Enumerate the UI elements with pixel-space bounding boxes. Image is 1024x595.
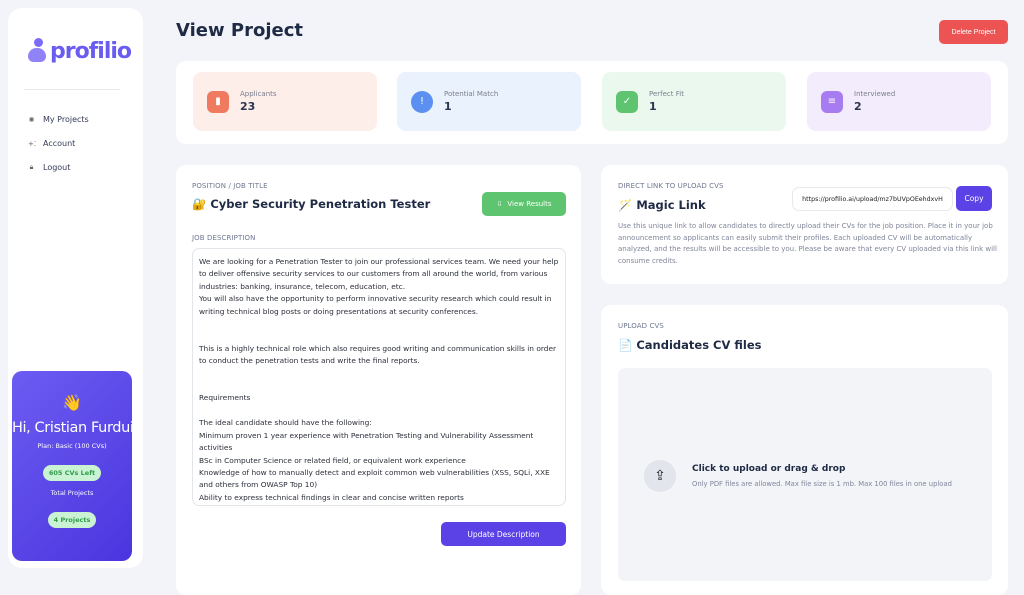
copy-button[interactable]: Copy — [956, 186, 992, 211]
magic-link-title: 🪄 Magic Link — [618, 198, 706, 212]
upload-title: 📄 Candidates CV files — [618, 338, 762, 352]
stat-potential-match[interactable]: ! Potential Match 1 — [397, 72, 581, 131]
check-icon: ✓ — [616, 90, 638, 113]
greeting: Hi, Cristian Furdui — [12, 420, 134, 436]
projects-badge: 4 Projects — [47, 512, 97, 528]
stat-label: Applicants — [240, 90, 277, 98]
stat-label: Interviewed — [854, 90, 896, 98]
view-results-button[interactable]: ⇩ View Results — [482, 192, 566, 216]
lock-key-icon: 🔐 — [192, 197, 207, 211]
update-description-button[interactable]: Update Description — [441, 522, 566, 546]
sidebar-item-logout[interactable]: 🔒︎ Logout — [28, 163, 71, 172]
stat-label: Potential Match — [444, 90, 499, 98]
logo-text: profilio — [50, 38, 132, 64]
info-icon: ! — [411, 90, 433, 113]
title-text: Magic Link — [636, 198, 706, 212]
total-projects-label: Total Projects — [50, 489, 94, 497]
upload-cta[interactable]: Click to upload or drag & drop — [692, 464, 846, 474]
document-icon: ≡ — [821, 90, 843, 113]
stat-perfect-fit[interactable]: ✓ Perfect Fit 1 — [602, 72, 786, 131]
document-emoji-icon: 📄 — [618, 338, 633, 352]
page-title: View Project — [176, 20, 303, 41]
sidebar-item-my-projects[interactable]: ✺ My Projects — [28, 115, 89, 124]
logo-mark-icon — [28, 38, 48, 64]
button-label: View Results — [507, 200, 552, 208]
position-label: POSITION / JOB TITLE — [192, 182, 268, 190]
results-icon: ⇩ — [496, 200, 503, 208]
upload-icon[interactable]: ⇪ — [644, 460, 676, 492]
stat-interviewed[interactable]: ≡ Interviewed 2 — [807, 72, 991, 131]
job-description-textarea[interactable]: We are looking for a Penetration Tester … — [192, 248, 566, 506]
stat-value: 1 — [649, 100, 657, 113]
sidebar-item-account[interactable]: +⁚ Account — [28, 139, 75, 148]
chart-icon: ▮ — [207, 90, 229, 113]
magic-link-input[interactable]: https://profilio.ai/upload/mz7bUVpOEehdx… — [792, 187, 953, 211]
magic-link-description: Use this unique link to allow candidates… — [618, 222, 997, 266]
logo[interactable]: profilio — [28, 38, 132, 64]
stat-value: 23 — [240, 100, 256, 113]
magic-wand-icon: 🪄 — [618, 198, 633, 212]
title-text: Candidates CV files — [636, 338, 762, 352]
magic-link-card — [601, 165, 1008, 284]
delete-project-button[interactable]: Delete Project — [939, 20, 1008, 44]
nav-label: Logout — [43, 163, 71, 172]
projects-icon: ✺ — [28, 115, 35, 124]
magic-link-label: DIRECT LINK TO UPLOAD CVS — [618, 182, 724, 190]
nav-label: Account — [43, 139, 76, 148]
stat-applicants[interactable]: ▮ Applicants 23 — [193, 72, 377, 131]
upload-hint: Only PDF files are allowed. Max file siz… — [692, 480, 952, 488]
lock-icon: 🔒︎ — [29, 163, 34, 171]
job-title: 🔐 Cyber Security Penetration Tester — [192, 197, 430, 211]
job-title-text: Cyber Security Penetration Tester — [210, 197, 431, 211]
plan: Plan: Basic (100 CVs) — [37, 442, 107, 450]
user-card: 👋 Hi, Cristian Furdui Plan: Basic (100 C… — [12, 371, 134, 561]
sparkle-icon: +⁚ — [28, 139, 37, 148]
upload-label: UPLOAD CVS — [618, 322, 664, 330]
cvs-left-badge: 605 CVs Left — [42, 465, 102, 481]
wave-icon: 👋 — [62, 393, 82, 412]
stat-value: 1 — [444, 100, 452, 113]
stat-label: Perfect Fit — [649, 90, 684, 98]
stat-value: 2 — [854, 100, 862, 113]
divider — [24, 89, 120, 90]
upload-dropzone[interactable] — [618, 368, 992, 581]
nav-label: My Projects — [43, 115, 89, 124]
job-description-label: JOB DESCRIPTION — [192, 234, 256, 242]
